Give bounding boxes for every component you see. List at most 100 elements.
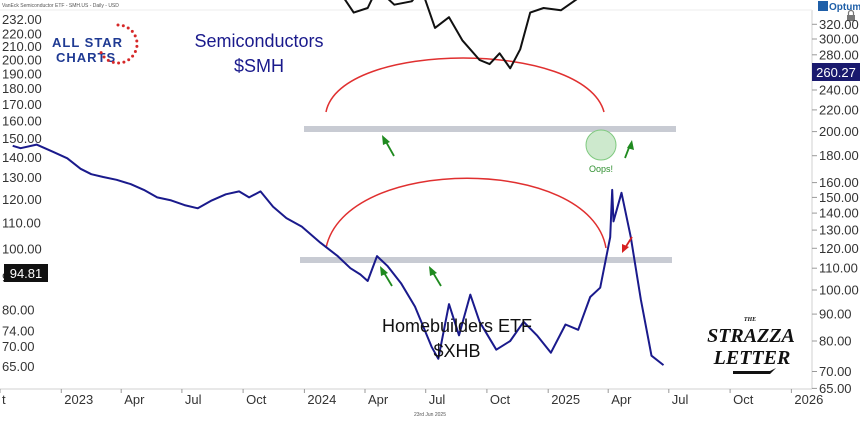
- left-axis-tick-17: 70.00: [2, 339, 35, 354]
- svg-text:ALL STAR: ALL STAR: [52, 35, 123, 50]
- right-axis-tick-9: 150.00: [819, 190, 859, 205]
- right-axis-tick-2: 280.00: [819, 47, 859, 62]
- logo-star-7: [133, 50, 137, 53]
- xhb-price-line: [344, 0, 578, 70]
- x-axis-tick-0: t: [2, 392, 6, 407]
- right-axis-tick-4: 240.00: [819, 83, 859, 98]
- left-axis-tick-4: 190.00: [2, 67, 42, 82]
- star-ring-icon: [99, 23, 139, 65]
- x-axis-tick-4: Oct: [246, 392, 267, 407]
- right-axis-tick-13: 110.00: [819, 261, 858, 276]
- xhb-support-up-arrow-2: [429, 266, 442, 287]
- logo-star-6: [135, 44, 139, 48]
- x-axis-tick-9: 2025: [551, 392, 580, 407]
- logo-star-8: [131, 54, 135, 58]
- chart-date-footer: 23rd Jun 2025: [414, 412, 446, 418]
- svg-text:94.81: 94.81: [10, 266, 43, 281]
- right-axis-tick-5: 220.00: [819, 102, 859, 117]
- pen-nib-icon: [733, 368, 776, 374]
- logo-star-2: [126, 26, 130, 30]
- right-axis-tick-6: 200.00: [819, 124, 859, 139]
- svg-text:CHARTS: CHARTS: [56, 50, 116, 65]
- strazza-letter-logo: THE STRAZZA LETTER: [707, 317, 795, 374]
- smh-current-price-box: 260.27: [812, 63, 860, 81]
- smh-price-line: [12, 143, 665, 366]
- left-axis-tick-8: 150.00: [2, 131, 42, 146]
- x-axis-tick-3: Jul: [185, 392, 202, 407]
- right-axis-tick-8: 160.00: [819, 175, 859, 190]
- x-axis-tick-2: Apr: [124, 392, 145, 407]
- x-axis-tick-7: Jul: [429, 392, 446, 407]
- logo-star-3: [130, 29, 134, 33]
- xhb-resistance-down-arrow: [622, 236, 633, 253]
- chart-source-line: VanEck Semiconductor ETF - SMH.US - Dail…: [2, 3, 119, 9]
- semis-ticker: $SMH: [234, 56, 284, 76]
- right-axis-tick-1: 300.00: [819, 32, 859, 47]
- left-axis-tick-13: 100.00: [2, 242, 42, 257]
- right-axis: 320.00300.00280.00260.00240.00220.00200.…: [812, 17, 859, 396]
- smh-support-up-arrow-2: [624, 140, 634, 159]
- logo-star-10: [122, 60, 126, 64]
- x-axis-tick-1: 2023: [64, 392, 93, 407]
- x-axis-tick-13: 2026: [794, 392, 823, 407]
- homebuilders-ticker: $XHB: [433, 341, 480, 361]
- x-axis-tick-11: Jul: [672, 392, 689, 407]
- x-axis-tick-8: Oct: [490, 392, 511, 407]
- x-axis-tick-12: Oct: [733, 392, 754, 407]
- left-axis-tick-15: 80.00: [2, 302, 35, 317]
- semis-title: Semiconductors: [194, 31, 323, 51]
- logo-star-14: [102, 55, 106, 59]
- right-axis-tick-17: 70.00: [819, 364, 852, 379]
- oops-label: Oops!: [589, 164, 613, 174]
- left-axis-tick-12: 110.00: [2, 216, 41, 231]
- left-axis-tick-1: 220.00: [2, 27, 42, 42]
- right-axis-tick-12: 120.00: [819, 241, 859, 256]
- logo-star-13: [106, 58, 110, 62]
- right-axis-tick-7: 180.00: [819, 148, 859, 163]
- logo-star-4: [133, 34, 137, 38]
- svg-text:260.27: 260.27: [816, 65, 856, 80]
- left-axis: 232.00220.00210.00200.00190.00180.00170.…: [2, 12, 42, 374]
- svg-text:STRAZZA: STRAZZA: [707, 325, 795, 347]
- left-axis-tick-18: 65.00: [2, 359, 35, 374]
- left-axis-tick-11: 120.00: [2, 192, 42, 207]
- xhb-current-price-box: 94.81: [4, 264, 48, 282]
- logo-star-0: [116, 23, 120, 27]
- logo-star-15: [99, 51, 103, 55]
- left-axis-tick-10: 130.00: [2, 170, 42, 185]
- left-axis-tick-9: 140.00: [2, 150, 42, 165]
- left-axis-tick-2: 210.00: [2, 39, 42, 54]
- left-axis-tick-0: 232.00: [2, 12, 42, 27]
- right-axis-tick-18: 65.00: [819, 381, 852, 396]
- xhb-support-up-arrow-1: [380, 266, 393, 287]
- allstar-charts-logo: ALL STAR CHARTS: [52, 23, 139, 65]
- right-axis-tick-14: 100.00: [819, 283, 859, 298]
- right-axis-tick-11: 130.00: [819, 223, 859, 238]
- oops-circle: [585, 129, 617, 161]
- right-axis-tick-0: 320.00: [819, 17, 859, 32]
- right-axis-tick-15: 90.00: [819, 307, 852, 322]
- logo-star-11: [117, 61, 121, 65]
- left-axis-tick-3: 200.00: [2, 53, 42, 68]
- x-axis-tick-5: 2024: [307, 392, 336, 407]
- lock-icon: [847, 9, 855, 21]
- logo-star-1: [121, 24, 125, 28]
- smh-support-band: [304, 126, 676, 132]
- smh-rounded-top-arc: [325, 57, 605, 113]
- right-axis-tick-16: 80.00: [819, 334, 852, 349]
- optuma-logo: Optuma: [818, 1, 860, 13]
- svg-text:Optuma: Optuma: [829, 2, 860, 13]
- left-axis-tick-6: 170.00: [2, 97, 42, 112]
- logo-star-5: [135, 39, 139, 43]
- xhb-support-band: [300, 257, 672, 263]
- x-axis: t 2023 Apr Jul Oct 2024 Apr Jul Oct 2025 Apr Jul Oct…: [0, 389, 823, 407]
- smh-support-up-arrow-1: [382, 135, 395, 157]
- logo-star-12: [111, 60, 115, 64]
- x-axis-tick-6: Apr: [368, 392, 389, 407]
- logo-star-9: [127, 58, 131, 62]
- homebuilders-title: Homebuilders ETF: [382, 316, 532, 336]
- left-axis-tick-16: 74.00: [2, 324, 35, 339]
- xhb-rounded-top-arc: [325, 177, 607, 249]
- svg-text:THE: THE: [744, 317, 756, 323]
